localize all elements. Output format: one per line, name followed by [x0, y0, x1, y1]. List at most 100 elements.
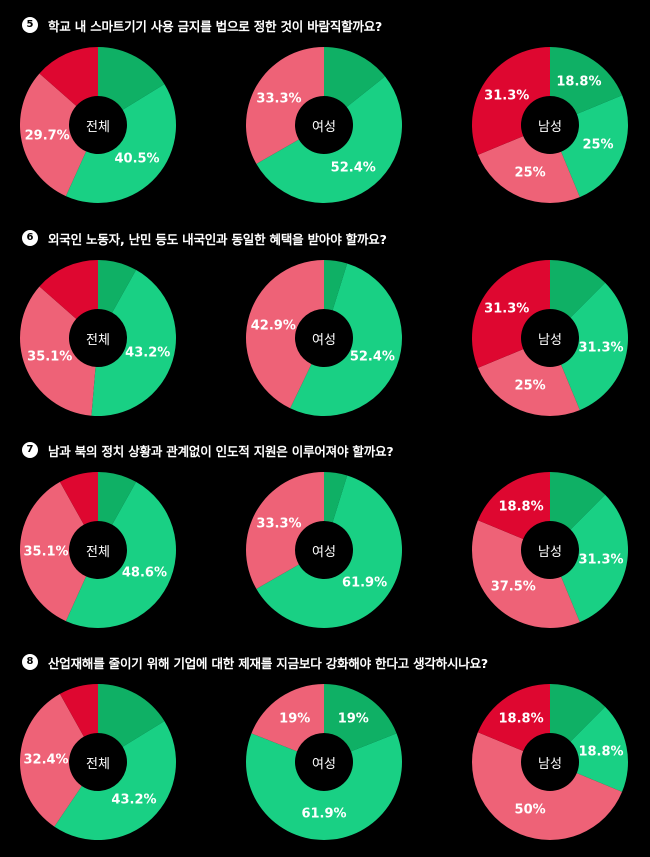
question-text: 남과 북의 정치 상황과 관계없이 인도적 지원은 이루어져야 할까요?: [48, 443, 394, 459]
slice-green: [561, 95, 628, 198]
donut-chart: 여성 19% 61.9% 19%: [244, 682, 404, 842]
slice-green: [561, 282, 628, 411]
slice-dark-green: [324, 260, 348, 311]
donut-svg: [19, 260, 177, 416]
slice-red: [59, 684, 98, 737]
slice-dark-green: [550, 47, 623, 114]
question-header: 5 학교 내 스마트기기 사용 금지를 법으로 정한 것이 바람직할까요?: [22, 15, 382, 35]
question-number-badge: 7: [22, 442, 38, 458]
slice-red: [39, 260, 98, 319]
slice-pink: [19, 286, 96, 416]
donut-svg: [472, 472, 628, 628]
slice-label-green: 18.8%: [578, 744, 624, 760]
slice-pink: [246, 260, 324, 409]
slice-green: [256, 475, 402, 628]
donut-chart: 남성 31.3% 25% 31.3%: [470, 258, 630, 418]
slice-label-green: 40.5%: [114, 151, 160, 167]
slice-dark-green: [324, 684, 397, 752]
slice-pink: [246, 47, 324, 164]
slice-green: [256, 76, 402, 203]
slice-green: [290, 263, 402, 416]
slice-label-green: 43.2%: [125, 345, 171, 361]
slice-label-pink: 25%: [514, 165, 546, 181]
slice-label-red: 31.3%: [484, 301, 530, 317]
slice-dark-green: [98, 472, 137, 525]
donut-svg: [19, 472, 177, 628]
slice-label-red: 31.3%: [484, 88, 530, 104]
slice-label-red: 18.8%: [498, 711, 544, 727]
slice-red: [59, 472, 98, 525]
slice-dark-green: [98, 684, 165, 747]
slice-pink: [19, 693, 84, 827]
slice-pink: [251, 684, 324, 752]
slice-green: [65, 481, 177, 628]
slice-pink: [472, 520, 580, 628]
slice-pink: [246, 472, 324, 589]
slice-dark-green: [550, 472, 606, 530]
slice-label-green: 43.2%: [111, 792, 157, 808]
slice-red: [472, 47, 550, 155]
question-number-badge: 6: [22, 230, 38, 246]
question-text: 학교 내 스마트기기 사용 금지를 법으로 정한 것이 바람직할까요?: [48, 18, 383, 34]
slice-pink: [477, 349, 580, 416]
question-text: 외국인 노동자, 난민 등도 내국인과 동일한 혜택을 받아야 할까요?: [48, 231, 387, 247]
slice-label-green: 52.4%: [349, 349, 395, 365]
slice-label-dark-green: 19%: [337, 711, 369, 727]
slice-label-pink: 50%: [514, 802, 546, 818]
slice-label-pink: 33.3%: [256, 516, 302, 532]
slice-label-pink: 42.9%: [250, 318, 296, 334]
slice-label-green: 31.3%: [578, 552, 624, 568]
donut-chart: 남성 31.3% 37.5% 18.8%: [470, 470, 630, 630]
slice-red: [477, 684, 550, 751]
slice-dark-green: [550, 684, 606, 742]
donut-svg: [19, 684, 176, 840]
slice-red: [477, 472, 550, 539]
slice-green: [54, 721, 176, 840]
slice-green: [561, 494, 628, 623]
slice-dark-green: [324, 47, 386, 107]
donut-svg: [472, 260, 628, 416]
donut-chart: 남성 18.8% 50% 18.8%: [470, 682, 630, 842]
donut-svg: [246, 472, 402, 628]
question-text: 산업재해를 줄이기 위해 기업에 대한 제재를 지금보다 강화해야 한다고 생각…: [48, 655, 488, 671]
slice-pink: [477, 136, 580, 203]
slice-green: [65, 84, 176, 203]
slice-label-pink: 35.1%: [27, 349, 73, 365]
slice-label-pink: 29.7%: [24, 128, 70, 144]
slice-label-pink: 19%: [279, 711, 311, 727]
slice-green: [91, 269, 177, 416]
slice-label-red: 18.8%: [498, 499, 544, 515]
slice-label-pink: 25%: [514, 378, 546, 394]
question-header: 7 남과 북의 정치 상황과 관계없이 인도적 지원은 이루어져야 할까요?: [22, 440, 394, 460]
donut-chart: 전체 43.2% 35.1%: [18, 258, 178, 418]
slice-label-green: 48.6%: [121, 565, 167, 581]
slice-label-green: 31.3%: [578, 340, 624, 356]
donut-chart: 여성 52.4% 42.9%: [244, 258, 404, 418]
slice-label-pink: 33.3%: [256, 91, 302, 107]
donut-chart: 남성 18.8% 25% 25% 31.3%: [470, 45, 630, 205]
slice-label-pink: 37.5%: [490, 579, 536, 595]
slice-green: [246, 733, 402, 840]
donut-svg: [472, 684, 628, 840]
slice-dark-green: [550, 260, 606, 318]
slice-label-green: 52.4%: [330, 160, 376, 176]
donut-svg: [472, 47, 628, 203]
donut-chart: 여성 61.9% 33.3%: [244, 470, 404, 630]
slice-label-pink: 35.1%: [23, 544, 69, 560]
slice-dark-green: [324, 472, 348, 523]
slice-green: [570, 706, 628, 792]
slice-label-pink: 32.4%: [23, 752, 69, 768]
slice-pink: [19, 73, 87, 197]
question-header: 6 외국인 노동자, 난민 등도 내국인과 동일한 혜택을 받아야 할까요?: [22, 228, 387, 248]
slice-label-green: 25%: [582, 137, 614, 153]
donut-chart: 전체 48.6% 35.1%: [18, 470, 178, 630]
donut-svg: [19, 47, 176, 203]
slice-dark-green: [98, 47, 165, 110]
question-header: 8 산업재해를 줄이기 위해 기업에 대한 제재를 지금보다 강화해야 한다고 생…: [22, 652, 488, 672]
slice-label-green: 61.9%: [342, 575, 388, 590]
slice-red: [472, 260, 550, 368]
slice-pink: [19, 481, 87, 622]
donut-chart: 전체 43.2% 32.4%: [18, 682, 178, 842]
question-number-badge: 5: [22, 17, 38, 33]
slice-pink: [472, 732, 623, 840]
